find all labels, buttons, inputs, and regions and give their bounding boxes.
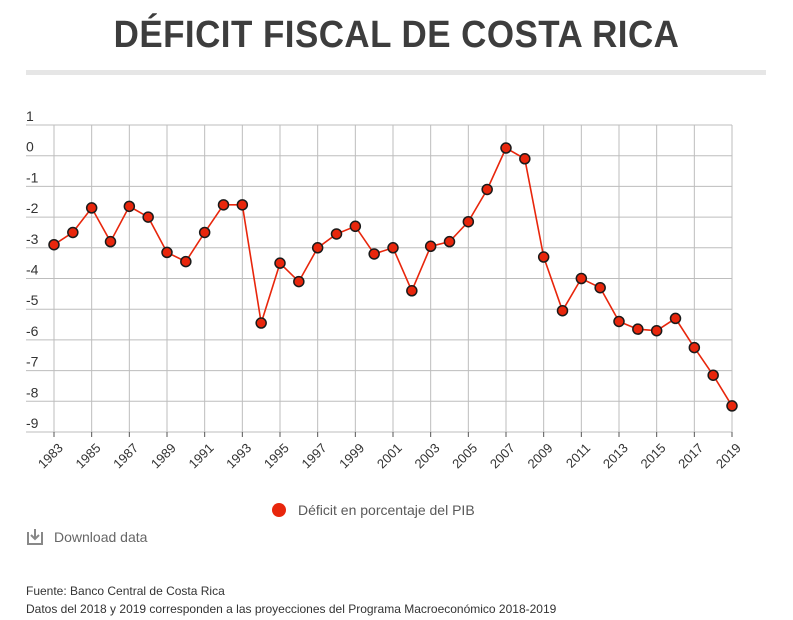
legend[interactable]: Déficit en porcentaje del PIB — [272, 500, 475, 520]
data-point[interactable]: 1987: -1.65 — [123, 200, 136, 213]
data-point[interactable]: 1997: -3 — [311, 242, 324, 254]
y-tick-label: -3 — [26, 231, 39, 247]
line-chart: 10-1-2-3-4-5-6-7-8-9 1983 1985 1987 1989 199… — [26, 108, 744, 471]
x-tick-label: 1989 — [148, 440, 179, 471]
data-point[interactable]: 2005: -2.15 — [462, 215, 475, 228]
y-tick-label: -5 — [26, 292, 39, 308]
x-tick-label: 1985 — [73, 440, 104, 471]
x-tick-label: 1999 — [336, 440, 367, 471]
download-label: Download data — [54, 529, 148, 545]
data-point[interactable]: 1990: -3.45 — [180, 255, 192, 268]
data-point[interactable]: 1988: -2 — [142, 211, 154, 223]
x-tick-label: 2011 — [563, 440, 593, 470]
data-point[interactable]: 2018: -7.15 — [707, 369, 719, 381]
x-axis-ticks: 1983 1985 1987 1989 1991 1993 1995 1997 1999 2001… — [35, 440, 744, 471]
y-tick-label: -8 — [26, 384, 39, 400]
data-point[interactable]: 1985: -1.7 — [85, 202, 98, 214]
data-point[interactable]: 2012: -4.3 — [594, 281, 606, 294]
y-tick-label: -2 — [26, 200, 39, 216]
data-point[interactable]: 1996: -4.1 — [293, 275, 305, 288]
data-point[interactable]: 2009: -3.3 — [537, 251, 550, 263]
legend-label: Déficit en porcentaje del PIB — [298, 502, 475, 518]
source-note: Fuente: Banco Central de Costa Rica — [26, 584, 225, 598]
download-data-button[interactable]: Download data — [26, 528, 147, 546]
series-points: 1983: -2.9 1984: -2.5 1985: -1.7 1986: -2.8… — [48, 142, 738, 412]
data-point[interactable]: 1986: -2.8 — [104, 235, 117, 248]
data-point[interactable]: 1989: -3.15 — [161, 246, 173, 259]
data-point[interactable]: 2011: -4 — [575, 272, 588, 285]
x-tick-label: 1991 — [186, 440, 217, 471]
y-tick-label: -7 — [26, 354, 39, 370]
x-tick-label: 1983 — [35, 440, 66, 471]
y-axis-ticks: 1 0 -1 -2 -3 -4 -5 -6 -7 -8 -9 — [26, 108, 39, 431]
x-tick-label: 1995 — [261, 440, 292, 471]
data-point[interactable]: 2015: -5.7 — [650, 324, 663, 337]
data-point[interactable]: 1983: -2.9 — [48, 238, 60, 251]
data-point[interactable]: 2007: 0.25 — [500, 142, 512, 154]
data-point[interactable]: 2019: -8.15 — [726, 400, 738, 412]
data-point[interactable]: 2014: -5.65 — [632, 323, 644, 335]
y-tick-label: -9 — [26, 415, 39, 431]
data-point[interactable]: 1991: -2.5 — [198, 226, 211, 239]
x-tick-label: 1997 — [299, 440, 330, 471]
data-point[interactable]: 2001: -3 — [387, 242, 399, 254]
grid — [26, 124, 733, 437]
y-tick-label: 1 — [26, 108, 34, 124]
data-point[interactable]: 1992: -1.6 — [217, 199, 230, 211]
data-point[interactable]: 2006: -1.1 — [481, 183, 493, 196]
x-tick-label: 2009 — [525, 440, 556, 471]
data-point[interactable]: 2013: -5.4 — [613, 315, 625, 328]
x-tick-label: 2003 — [412, 440, 443, 471]
y-tick-label: -6 — [26, 323, 39, 339]
data-point[interactable]: 1994: -5.45 — [255, 317, 267, 329]
download-icon — [27, 529, 43, 545]
x-tick-label: 2013 — [600, 440, 631, 471]
title-divider — [26, 70, 766, 75]
y-tick-label: -1 — [26, 169, 39, 185]
x-tick-label: 2007 — [487, 440, 518, 471]
data-point[interactable]: 2000: -3.2 — [368, 248, 380, 260]
data-point[interactable]: 2010: -5.05 — [556, 304, 569, 317]
data-point[interactable]: 2004: -2.8 — [443, 235, 456, 248]
legend-marker-icon — [272, 503, 286, 517]
data-point[interactable]: 1993: -1.6 — [236, 199, 249, 211]
x-tick-label: 1987 — [110, 440, 141, 471]
x-tick-label: 2005 — [449, 440, 480, 471]
x-tick-label: 2019 — [713, 440, 744, 471]
chart-title: DÉFICIT FISCAL DE COSTA RICA — [113, 14, 680, 56]
x-tick-label: 2001 — [374, 440, 405, 471]
data-point[interactable]: 1984: -2.5 — [67, 226, 79, 239]
data-point[interactable]: 1999: -2.3 — [349, 220, 362, 233]
data-point[interactable]: 1995: -3.5 — [274, 257, 286, 269]
projection-note: Datos del 2018 y 2019 corresponden a las… — [26, 602, 557, 616]
y-tick-label: -4 — [26, 262, 39, 278]
data-point[interactable]: 2017: -6.25 — [688, 341, 701, 354]
x-tick-label: 2017 — [675, 440, 706, 471]
x-tick-label: 1993 — [223, 440, 254, 471]
data-point[interactable]: 2016: -5.3 — [669, 312, 682, 325]
data-point[interactable]: 2003: -2.95 — [424, 240, 437, 253]
data-point[interactable]: 1998: -2.55 — [330, 228, 343, 240]
data-point[interactable]: 2008: -0.1 — [519, 153, 531, 165]
data-point[interactable]: 2002: -4.4 — [406, 285, 418, 297]
x-tick-label: 2015 — [638, 440, 669, 471]
y-tick-label: 0 — [26, 139, 34, 155]
